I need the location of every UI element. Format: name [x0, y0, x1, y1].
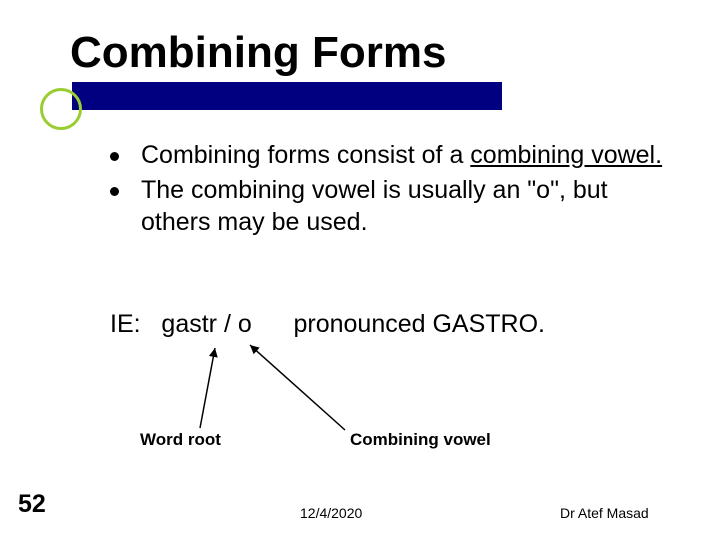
footer-author: Dr Atef Masad: [560, 505, 649, 521]
slide: Combining Forms Combining forms consist …: [0, 0, 720, 540]
word-root-label: Word root: [140, 430, 221, 450]
arrow-wordroot: [200, 348, 215, 428]
arrow-combvowel: [250, 345, 345, 430]
combining-vowel-label: Combining vowel: [350, 430, 491, 450]
annotation-arrows: [0, 0, 720, 540]
footer-date: 12/4/2020: [300, 505, 362, 521]
slide-number: 52: [18, 490, 46, 519]
